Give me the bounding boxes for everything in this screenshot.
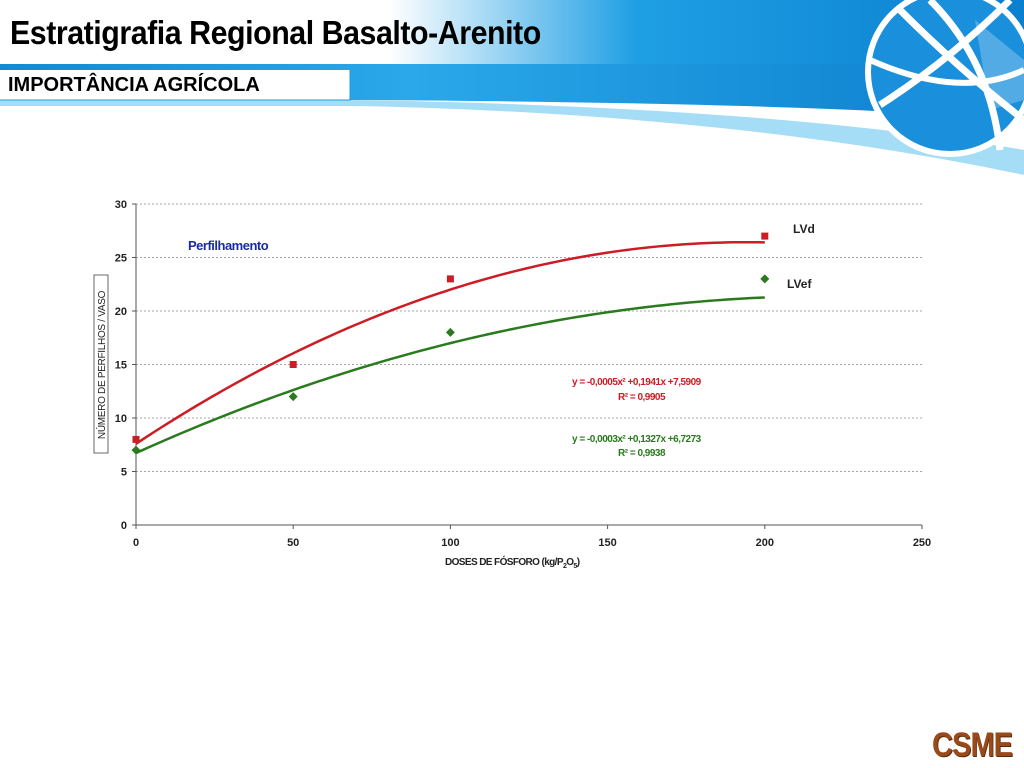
lvef-r2: R² = 0,9938 [618, 448, 666, 459]
x-tick-label: 100 [441, 537, 459, 549]
header-banner [0, 0, 1024, 175]
lvd-r2: R² = 0,9905 [618, 392, 666, 403]
point-lvef [131, 445, 141, 455]
y-tick-label: 0 [121, 520, 127, 532]
series-label-lvef: LVef [787, 277, 812, 291]
data-points [131, 232, 770, 455]
x-axis-label: DOSES DE FÓSFORO (kg/P2O5) [445, 555, 580, 570]
grid-lines [136, 203, 922, 472]
point-lvd [132, 435, 140, 443]
axes [132, 203, 923, 529]
fit-curve-lvd [135, 240, 765, 445]
y-tick-label: 15 [115, 360, 127, 372]
slide-subtitle: IMPORTÂNCIA AGRÍCOLA [8, 74, 260, 96]
chart-title: Perfilhamento [188, 238, 269, 253]
x-tick-label: 200 [756, 537, 774, 549]
y-tick-label: 25 [115, 253, 127, 265]
chart-labels: 0 5 10 15 20 25 30 0 50 100 150 200 250 [115, 199, 931, 549]
point-lvd [289, 361, 297, 368]
csme-logo: CSME [932, 726, 1013, 764]
y-tick-label: 20 [115, 306, 127, 318]
point-lvd [761, 232, 769, 240]
x-tick-label: 0 [133, 537, 139, 549]
globe-icon [865, 0, 1024, 157]
fit-curves [135, 240, 765, 455]
y-axis-label: NÚMERO DE PERFILHOS / VASO [95, 290, 108, 439]
point-lvd [446, 275, 454, 283]
x-tick-label: 150 [598, 537, 616, 549]
y-axis-label-box [93, 274, 109, 454]
y-tick-label: 5 [121, 467, 127, 479]
series-label-lvd: LVd [793, 222, 815, 236]
point-lvef [445, 327, 455, 337]
slide-title: Estratigrafia Regional Basalto-Arenito [10, 14, 541, 51]
point-lvef [288, 392, 298, 402]
fit-curve-lvef [135, 296, 765, 455]
chart: 0 5 10 15 20 25 30 0 50 100 150 200 250 Perfilhament… [93, 199, 931, 570]
lvd-equation: y = -0,0005x² +0,1941x +7,5909 [572, 377, 702, 388]
x-tick-label: 250 [913, 537, 931, 549]
y-tick-label: 10 [115, 413, 127, 425]
point-lvef [760, 274, 770, 284]
y-tick-label: 30 [115, 199, 127, 211]
x-tick-label: 50 [287, 537, 299, 549]
lvef-equation: y = -0,0003x² +0,1327x +6,7273 [572, 434, 702, 445]
